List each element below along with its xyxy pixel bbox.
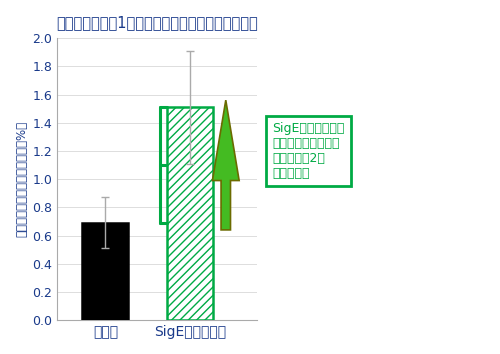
Title: 嫌気発酵条件で1日間培養した後の水素濃度の比較: 嫌気発酵条件で1日間培養した後の水素濃度の比較 [56, 15, 258, 30]
Bar [167, 107, 213, 320]
Text: SigEタンパク質を
増やすことにより、
水素濃度が2倍
以上に増加: SigEタンパク質を 増やすことにより、 水素濃度が2倍 以上に増加 [272, 122, 345, 180]
Polygon shape [212, 100, 239, 230]
Bar [82, 223, 128, 320]
Y-axis label: 気相中に蓄積した水素の濃度（%）: 気相中に蓄積した水素の濃度（%） [15, 121, 28, 237]
